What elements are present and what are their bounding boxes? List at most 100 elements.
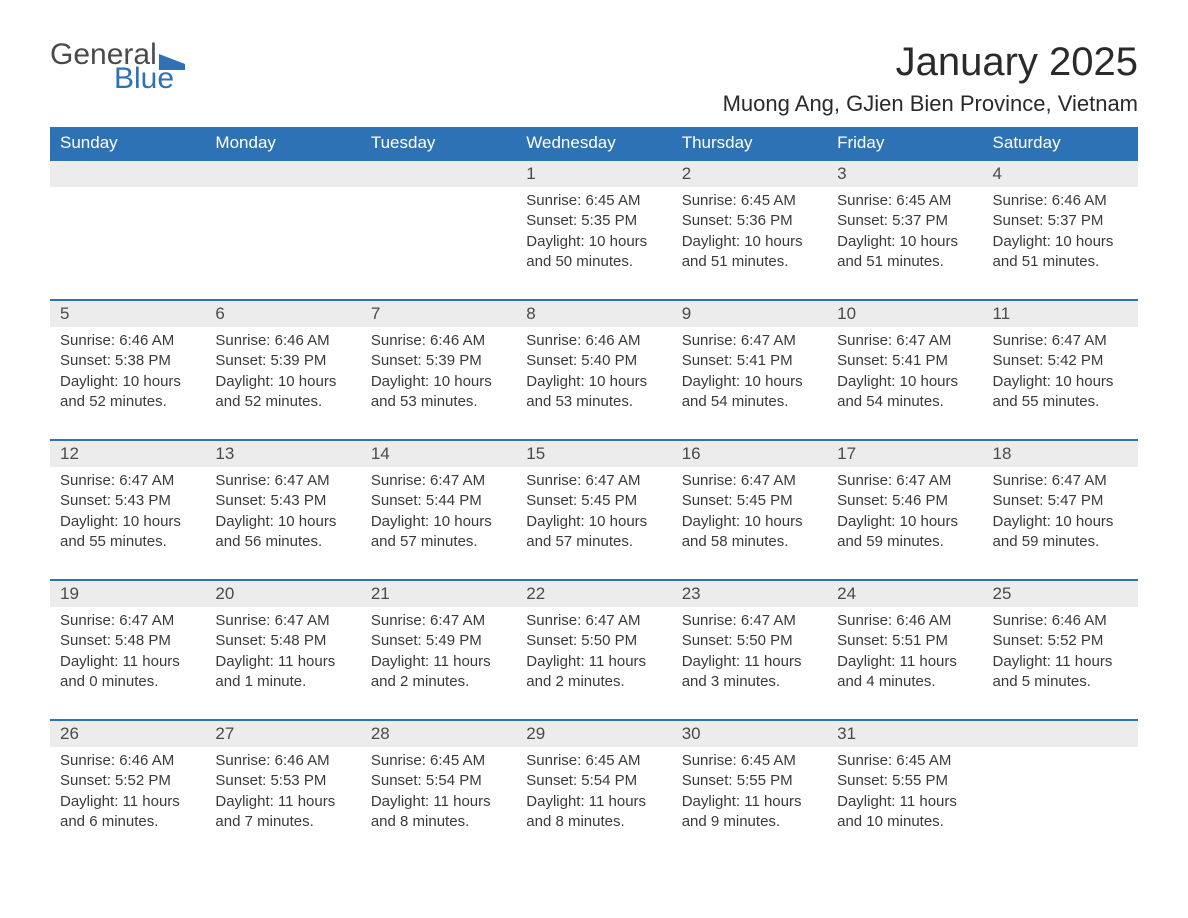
- day-details: Sunrise: 6:46 AMSunset: 5:52 PMDaylight:…: [983, 607, 1138, 706]
- sunrise-text: Sunrise: 6:45 AM: [837, 191, 972, 211]
- sunset-text: Sunset: 5:42 PM: [993, 351, 1128, 371]
- day-number: 18: [983, 441, 1138, 467]
- day-number-empty: [205, 161, 360, 187]
- day-details: Sunrise: 6:45 AMSunset: 5:36 PMDaylight:…: [672, 187, 827, 286]
- daylight-text: Daylight: 11 hours and 3 minutes.: [682, 652, 817, 693]
- sunrise-text: Sunrise: 6:45 AM: [526, 751, 661, 771]
- daylight-text: Daylight: 10 hours and 58 minutes.: [682, 512, 817, 553]
- sunset-text: Sunset: 5:52 PM: [60, 771, 195, 791]
- calendar-cell: 3Sunrise: 6:45 AMSunset: 5:37 PMDaylight…: [827, 159, 982, 299]
- sunrise-text: Sunrise: 6:47 AM: [215, 611, 350, 631]
- brand-logo: General Blue: [50, 40, 185, 94]
- calendar-cell: 17Sunrise: 6:47 AMSunset: 5:46 PMDayligh…: [827, 439, 982, 579]
- day-number: 4: [983, 161, 1138, 187]
- calendar-cell: 28Sunrise: 6:45 AMSunset: 5:54 PMDayligh…: [361, 719, 516, 859]
- sunset-text: Sunset: 5:40 PM: [526, 351, 661, 371]
- daylight-text: Daylight: 11 hours and 7 minutes.: [215, 792, 350, 833]
- sunrise-text: Sunrise: 6:47 AM: [215, 471, 350, 491]
- calendar-cell: 15Sunrise: 6:47 AMSunset: 5:45 PMDayligh…: [516, 439, 671, 579]
- daylight-text: Daylight: 11 hours and 8 minutes.: [526, 792, 661, 833]
- calendar-cell: 18Sunrise: 6:47 AMSunset: 5:47 PMDayligh…: [983, 439, 1138, 579]
- sunrise-text: Sunrise: 6:45 AM: [837, 751, 972, 771]
- sunset-text: Sunset: 5:50 PM: [526, 631, 661, 651]
- sunset-text: Sunset: 5:54 PM: [371, 771, 506, 791]
- calendar-cell: 29Sunrise: 6:45 AMSunset: 5:54 PMDayligh…: [516, 719, 671, 859]
- day-number: 24: [827, 581, 982, 607]
- calendar-cell: 12Sunrise: 6:47 AMSunset: 5:43 PMDayligh…: [50, 439, 205, 579]
- sunrise-text: Sunrise: 6:45 AM: [682, 751, 817, 771]
- daylight-text: Daylight: 10 hours and 57 minutes.: [371, 512, 506, 553]
- day-number: 2: [672, 161, 827, 187]
- sunset-text: Sunset: 5:54 PM: [526, 771, 661, 791]
- day-number: 28: [361, 721, 516, 747]
- daylight-text: Daylight: 11 hours and 0 minutes.: [60, 652, 195, 693]
- calendar-cell: 22Sunrise: 6:47 AMSunset: 5:50 PMDayligh…: [516, 579, 671, 719]
- daylight-text: Daylight: 11 hours and 8 minutes.: [371, 792, 506, 833]
- sunrise-text: Sunrise: 6:47 AM: [837, 331, 972, 351]
- day-details: Sunrise: 6:47 AMSunset: 5:48 PMDaylight:…: [50, 607, 205, 706]
- day-details: Sunrise: 6:47 AMSunset: 5:50 PMDaylight:…: [672, 607, 827, 706]
- day-number-empty: [50, 161, 205, 187]
- daylight-text: Daylight: 10 hours and 50 minutes.: [526, 232, 661, 273]
- day-details: Sunrise: 6:47 AMSunset: 5:47 PMDaylight:…: [983, 467, 1138, 566]
- calendar-table: Sunday Monday Tuesday Wednesday Thursday…: [50, 127, 1138, 859]
- sunset-text: Sunset: 5:45 PM: [526, 491, 661, 511]
- weekday-header: Friday: [827, 127, 982, 159]
- day-number: 8: [516, 301, 671, 327]
- day-details: Sunrise: 6:45 AMSunset: 5:54 PMDaylight:…: [516, 747, 671, 846]
- day-number: 30: [672, 721, 827, 747]
- day-number: 21: [361, 581, 516, 607]
- day-number: 26: [50, 721, 205, 747]
- day-number: 7: [361, 301, 516, 327]
- sunrise-text: Sunrise: 6:47 AM: [371, 471, 506, 491]
- calendar-cell: 30Sunrise: 6:45 AMSunset: 5:55 PMDayligh…: [672, 719, 827, 859]
- calendar-cell: 11Sunrise: 6:47 AMSunset: 5:42 PMDayligh…: [983, 299, 1138, 439]
- sunrise-text: Sunrise: 6:47 AM: [60, 611, 195, 631]
- day-number: 12: [50, 441, 205, 467]
- calendar-cell: 31Sunrise: 6:45 AMSunset: 5:55 PMDayligh…: [827, 719, 982, 859]
- daylight-text: Daylight: 10 hours and 59 minutes.: [837, 512, 972, 553]
- daylight-text: Daylight: 10 hours and 54 minutes.: [837, 372, 972, 413]
- sunrise-text: Sunrise: 6:45 AM: [526, 191, 661, 211]
- daylight-text: Daylight: 11 hours and 4 minutes.: [837, 652, 972, 693]
- day-number-empty: [361, 161, 516, 187]
- day-details: Sunrise: 6:47 AMSunset: 5:45 PMDaylight:…: [672, 467, 827, 566]
- month-title: January 2025: [723, 40, 1138, 85]
- sunrise-text: Sunrise: 6:46 AM: [60, 331, 195, 351]
- calendar-week: 19Sunrise: 6:47 AMSunset: 5:48 PMDayligh…: [50, 579, 1138, 719]
- day-details: Sunrise: 6:45 AMSunset: 5:35 PMDaylight:…: [516, 187, 671, 286]
- calendar-cell: 5Sunrise: 6:46 AMSunset: 5:38 PMDaylight…: [50, 299, 205, 439]
- day-details: Sunrise: 6:46 AMSunset: 5:40 PMDaylight:…: [516, 327, 671, 426]
- calendar-cell: 19Sunrise: 6:47 AMSunset: 5:48 PMDayligh…: [50, 579, 205, 719]
- calendar-cell: 13Sunrise: 6:47 AMSunset: 5:43 PMDayligh…: [205, 439, 360, 579]
- daylight-text: Daylight: 11 hours and 2 minutes.: [371, 652, 506, 693]
- sunrise-text: Sunrise: 6:46 AM: [526, 331, 661, 351]
- day-details: Sunrise: 6:46 AMSunset: 5:53 PMDaylight:…: [205, 747, 360, 846]
- location-text: Muong Ang, GJien Bien Province, Vietnam: [723, 91, 1138, 117]
- calendar-cell: 23Sunrise: 6:47 AMSunset: 5:50 PMDayligh…: [672, 579, 827, 719]
- day-details: Sunrise: 6:47 AMSunset: 5:43 PMDaylight:…: [50, 467, 205, 566]
- day-number: 25: [983, 581, 1138, 607]
- sunset-text: Sunset: 5:55 PM: [837, 771, 972, 791]
- day-details: Sunrise: 6:47 AMSunset: 5:41 PMDaylight:…: [827, 327, 982, 426]
- header: General Blue January 2025 Muong Ang, GJi…: [50, 40, 1138, 117]
- daylight-text: Daylight: 10 hours and 53 minutes.: [371, 372, 506, 413]
- daylight-text: Daylight: 11 hours and 10 minutes.: [837, 792, 972, 833]
- sunrise-text: Sunrise: 6:47 AM: [682, 331, 817, 351]
- sunset-text: Sunset: 5:36 PM: [682, 211, 817, 231]
- sunset-text: Sunset: 5:46 PM: [837, 491, 972, 511]
- day-details: Sunrise: 6:47 AMSunset: 5:49 PMDaylight:…: [361, 607, 516, 706]
- sunrise-text: Sunrise: 6:47 AM: [682, 611, 817, 631]
- day-details: Sunrise: 6:45 AMSunset: 5:54 PMDaylight:…: [361, 747, 516, 846]
- day-number: 11: [983, 301, 1138, 327]
- sunrise-text: Sunrise: 6:47 AM: [60, 471, 195, 491]
- day-details: Sunrise: 6:47 AMSunset: 5:46 PMDaylight:…: [827, 467, 982, 566]
- daylight-text: Daylight: 10 hours and 51 minutes.: [837, 232, 972, 273]
- daylight-text: Daylight: 10 hours and 52 minutes.: [215, 372, 350, 413]
- day-number: 9: [672, 301, 827, 327]
- daylight-text: Daylight: 10 hours and 51 minutes.: [993, 232, 1128, 273]
- daylight-text: Daylight: 10 hours and 52 minutes.: [60, 372, 195, 413]
- day-details: Sunrise: 6:47 AMSunset: 5:50 PMDaylight:…: [516, 607, 671, 706]
- day-number: 19: [50, 581, 205, 607]
- calendar-cell: [50, 159, 205, 299]
